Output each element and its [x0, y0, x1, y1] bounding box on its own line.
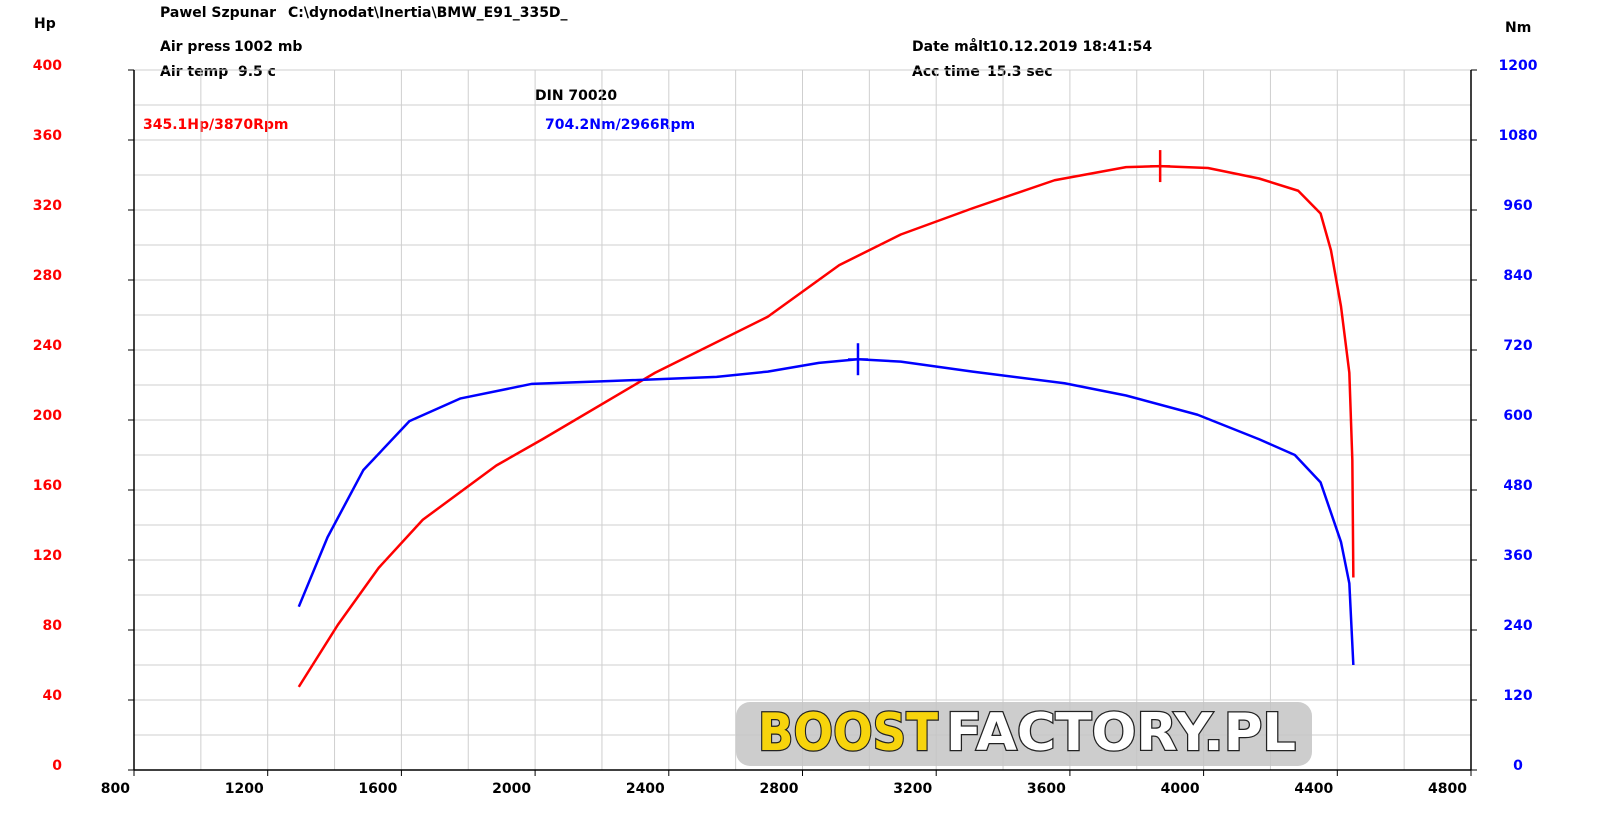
- acc-time: 15.3 sec: [987, 64, 1053, 80]
- watermark: BOOST FACTORY.PL: [736, 702, 1312, 766]
- y-tick-label: 400: [33, 58, 62, 74]
- x-tick-label: 2000: [492, 781, 531, 797]
- x-tick-label: 1600: [358, 781, 397, 797]
- y-tick-label: 0: [52, 758, 62, 774]
- y-tick-label: 240: [33, 338, 62, 354]
- y-tick-label: 160: [33, 478, 62, 494]
- watermark-factory: FACTORY.PL: [946, 703, 1296, 763]
- y2-tick-label: 240: [1503, 618, 1532, 634]
- hp-peak-annotation: 345.1Hp/3870Rpm: [143, 117, 289, 133]
- y2-tick-label: 360: [1503, 548, 1532, 564]
- y2-tick-label: 960: [1503, 198, 1532, 214]
- x-tick-label: 4400: [1294, 781, 1333, 797]
- y-tick-label: 200: [33, 408, 62, 424]
- air-temp: 9.5 c: [238, 64, 276, 80]
- y-axis-label: Hp: [34, 16, 56, 32]
- series-line: [297, 164, 1355, 688]
- nm-peak-annotation: 704.2Nm/2966Rpm: [545, 117, 695, 133]
- x-tick-label: 4800: [1428, 781, 1467, 797]
- y-tick-label: 40: [43, 688, 63, 704]
- x-tick-label: 3600: [1027, 781, 1066, 797]
- x-tick-label: 4000: [1161, 781, 1200, 797]
- watermark-badge: [736, 702, 1312, 766]
- watermark-boost: BOOST: [758, 703, 938, 763]
- plot-area: 800 1200 1600 2000 2400 2800 3200 3600 4000 4400 4…: [33, 58, 1538, 797]
- x-tick-label: 3200: [893, 781, 932, 797]
- y2-tick-label: 0: [1513, 758, 1523, 774]
- air-temp-label: Air temp: [160, 64, 228, 80]
- date: 10.12.2019 18:41:54: [989, 39, 1152, 55]
- file-path: C:\dynodat\Inertia\BMW_E91_335D_: [288, 5, 568, 21]
- y2-tick-label: 600: [1503, 408, 1532, 424]
- chart-title: DIN 70020: [535, 88, 617, 104]
- y2-tick-label: 120: [1503, 688, 1532, 704]
- acc-time-label: Acc time: [912, 64, 980, 80]
- y-tick-label: 360: [33, 128, 62, 144]
- y-tick-label: 80: [43, 618, 63, 634]
- y-tick-label: 320: [33, 198, 62, 214]
- y2-tick-label: 1080: [1499, 128, 1538, 144]
- x-tick-label: 1200: [225, 781, 264, 797]
- air-press-label: Air press: [160, 39, 231, 55]
- x-tick-label: 2800: [760, 781, 799, 797]
- series-line: [297, 357, 1355, 666]
- y2-tick-label: 1200: [1499, 58, 1538, 74]
- date-label: Date målt: [912, 38, 990, 55]
- x-tick-label: 2400: [626, 781, 665, 797]
- y2-tick-label: 720: [1503, 338, 1532, 354]
- x-tick-label: 800: [101, 781, 130, 797]
- y2-axis-label: Nm: [1505, 20, 1531, 36]
- y2-tick-label: 480: [1503, 478, 1532, 494]
- operator: Pawel Szpunar: [160, 5, 276, 21]
- y-tick-label: 120: [33, 548, 62, 564]
- air-press: 1002 mb: [234, 39, 302, 55]
- y-tick-label: 280: [33, 268, 62, 284]
- y2-tick-label: 840: [1503, 268, 1532, 284]
